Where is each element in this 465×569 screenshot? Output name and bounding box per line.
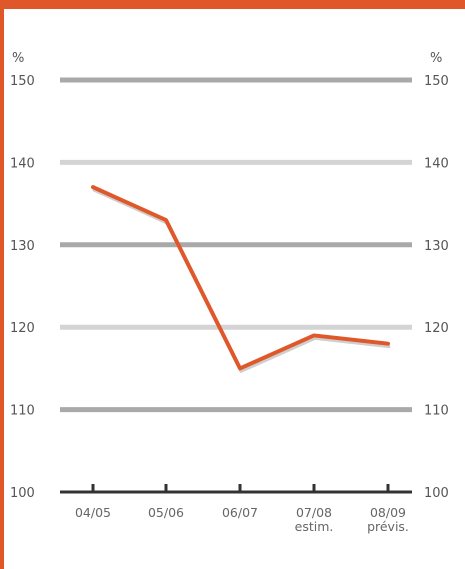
y-tick-right-130: 130 [424,239,449,254]
x-tick-label-0: 04/05 [75,505,111,520]
label-layer: % % 100 100 110 110 120 120 130 130 140 140 150 150 04… [10,51,449,534]
y-tick-left-110: 110 [10,404,35,419]
axis-layer [60,484,412,494]
y-tick-right-100: 100 [424,486,449,501]
x-tick-label-1: 05/06 [148,505,184,520]
y-tick-right-110: 110 [424,404,449,419]
y-unit-right: % [430,51,442,66]
y-tick-right-120: 120 [424,321,449,336]
series-line-shadow-0 [92,188,391,373]
y-unit-left: % [12,51,24,66]
x-tick-label-3: 07/08 estim. [295,505,334,534]
x-tick-label-4: 08/09 prévis. [367,505,409,534]
y-tick-right-150: 150 [424,74,449,89]
y-tick-left-130: 130 [10,239,35,254]
y-tick-left-120: 120 [10,321,35,336]
y-tick-left-140: 140 [10,156,35,171]
y-tick-left-150: 150 [10,74,35,89]
grid-layer [60,77,412,413]
x-tick-label-2: 06/07 [222,505,258,520]
y-tick-left-100: 100 [10,486,35,501]
series-layer [91,185,391,373]
frame-left-bar [0,0,4,569]
frame-top-bar [0,0,465,9]
y-tick-right-140: 140 [424,156,449,171]
